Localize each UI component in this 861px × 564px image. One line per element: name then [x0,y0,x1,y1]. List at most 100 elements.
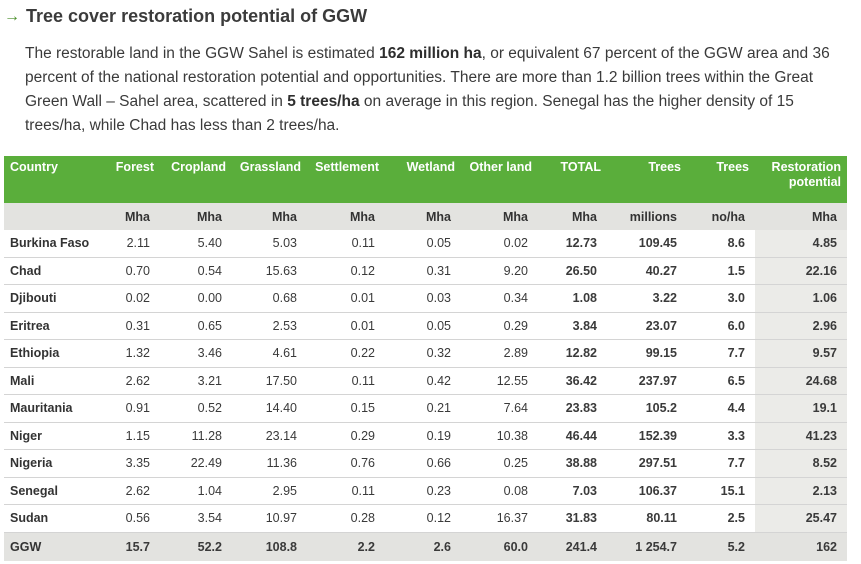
value-cell: 1.06 [755,284,847,313]
value-cell: 15.63 [232,257,307,285]
value-cell: 1.08 [538,284,607,313]
value-cell: 9.20 [461,257,538,285]
value-cell: 23.83 [538,394,607,423]
value-cell: 12.82 [538,339,607,368]
value-cell: 3.0 [687,284,755,313]
table-row: Mali 2.62 3.21 17.50 0.11 0.42 12.55 36.42 237.9… [4,367,847,395]
value-cell: 1.5 [687,257,755,285]
section-heading: → Tree cover restoration potential of GG… [4,6,367,27]
column-header: Trees [607,156,687,203]
value-cell: 0.66 [385,449,461,478]
value-cell: 0.42 [385,367,461,395]
value-cell: 0.11 [307,367,385,395]
value-cell: 7.7 [687,339,755,368]
total-row: GGW 15.7 52.2 108.8 2.2 2.6 60.0 241.4 1 254.7 5.… [4,532,847,561]
intro-text-3: on average in this region. Senegal has t… [25,93,794,134]
column-header: Settlement [307,156,385,203]
table-row: Chad 0.70 0.54 15.63 0.12 0.31 9.20 26.50 40.27 1… [4,257,847,285]
value-cell: 23.14 [232,422,307,450]
column-header: Country [4,156,100,203]
value-cell: 0.05 [385,312,461,340]
unit-header: Mha [160,203,232,230]
value-cell: 1.15 [100,422,160,450]
value-cell: 0.01 [307,284,385,313]
value-cell: 36.42 [538,367,607,395]
table-row: Burkina Faso 2.11 5.40 5.03 0.11 0.05 0.02 12.7… [4,230,847,258]
value-cell: 2.62 [100,477,160,505]
value-cell: 7.03 [538,477,607,505]
value-cell: 8.6 [687,230,755,258]
value-cell: 0.15 [307,394,385,423]
country-cell: GGW [4,532,100,561]
value-cell: 3.84 [538,312,607,340]
column-header: Wetland [385,156,461,203]
unit-header: Mha [538,203,607,230]
value-cell: 0.31 [385,257,461,285]
column-header: TOTAL [538,156,607,203]
table-body: Burkina Faso 2.11 5.40 5.03 0.11 0.05 0.02 12.7… [4,230,847,561]
value-cell: 0.02 [100,284,160,313]
value-cell: 0.76 [307,449,385,478]
value-cell: 14.40 [232,394,307,423]
value-cell: 10.97 [232,504,307,533]
value-cell: 12.55 [461,367,538,395]
table-row: Ethiopia 1.32 3.46 4.61 0.22 0.32 2.89 12.82 99.… [4,339,847,368]
country-cell: Sudan [4,504,100,533]
value-cell: 0.12 [307,257,385,285]
value-cell: 2.13 [755,477,847,505]
country-cell: Nigeria [4,449,100,478]
value-cell: 0.22 [307,339,385,368]
value-cell: 10.38 [461,422,538,450]
value-cell: 7.7 [687,449,755,478]
value-cell: 1 254.7 [607,532,687,561]
value-cell: 0.11 [307,477,385,505]
value-cell: 5.40 [160,230,232,258]
value-cell: 0.32 [385,339,461,368]
intro-text-1: The restorable land in the GGW Sahel is … [25,45,380,62]
country-cell: Eritrea [4,312,100,340]
value-cell: 0.25 [461,449,538,478]
value-cell: 2.89 [461,339,538,368]
table-row: Niger 1.15 11.28 23.14 0.29 0.19 10.38 46.44 152… [4,422,847,450]
value-cell: 52.2 [160,532,232,561]
value-cell: 16.37 [461,504,538,533]
column-header: Other land [461,156,538,203]
country-cell: Djibouti [4,284,100,313]
unit-header: Mha [307,203,385,230]
country-cell: Burkina Faso [4,230,100,258]
unit-header: Mha [385,203,461,230]
value-cell: 1.32 [100,339,160,368]
value-cell: 241.4 [538,532,607,561]
column-header: Trees [687,156,755,203]
value-cell: 0.01 [307,312,385,340]
value-cell: 8.52 [755,449,847,478]
country-cell: Mali [4,367,100,395]
unit-header: Mha [755,203,847,230]
value-cell: 6.0 [687,312,755,340]
value-cell: 2.2 [307,532,385,561]
value-cell: 23.07 [607,312,687,340]
value-cell: 2.96 [755,312,847,340]
column-header: Grassland [232,156,307,203]
value-cell: 0.11 [307,230,385,258]
value-cell: 2.53 [232,312,307,340]
unit-header: Mha [100,203,160,230]
column-header: Restoration potential [755,156,847,203]
value-cell: 297.51 [607,449,687,478]
value-cell: 25.47 [755,504,847,533]
value-cell: 2.11 [100,230,160,258]
value-cell: 152.39 [607,422,687,450]
value-cell: 2.5 [687,504,755,533]
unit-header: Mha [232,203,307,230]
value-cell: 0.34 [461,284,538,313]
country-cell: Niger [4,422,100,450]
value-cell: 3.35 [100,449,160,478]
value-cell: 0.29 [461,312,538,340]
value-cell: 0.03 [385,284,461,313]
value-cell: 11.36 [232,449,307,478]
value-cell: 24.68 [755,367,847,395]
value-cell: 0.21 [385,394,461,423]
value-cell: 0.12 [385,504,461,533]
value-cell: 0.05 [385,230,461,258]
value-cell: 0.02 [461,230,538,258]
